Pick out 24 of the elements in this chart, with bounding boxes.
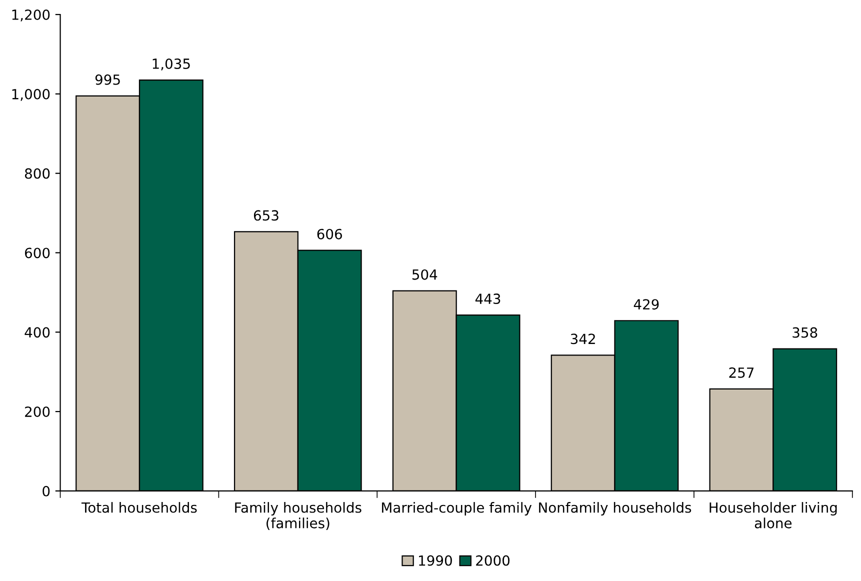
data-label: 653 <box>254 210 278 221</box>
data-label: 606 <box>317 228 342 240</box>
legend-label: 2000 <box>476 555 510 566</box>
x-tick-label: Householder living alone <box>710 502 837 528</box>
y-tick-label: 1,000 <box>12 88 50 101</box>
x-tick-label: Nonfamily households <box>539 502 692 516</box>
data-label: 342 <box>570 334 595 344</box>
data-label: 504 <box>412 269 438 280</box>
x-tick-label: Married-couple family <box>382 502 532 516</box>
legend-label: 1990 <box>419 555 452 566</box>
y-tick-label: 800 <box>24 168 50 179</box>
y-tick-label: 0 <box>42 486 50 496</box>
data-label: 429 <box>634 299 659 310</box>
y-tick-label: 600 <box>25 248 50 258</box>
data-label: 995 <box>95 74 120 85</box>
y-tick-label: 400 <box>24 327 50 338</box>
data-label: 1,035 <box>152 58 190 70</box>
data-label: 358 <box>792 327 818 338</box>
data-label: 443 <box>475 294 500 304</box>
x-tick-label: Total households <box>81 502 197 513</box>
data-label: 257 <box>729 367 754 378</box>
x-tick-label: Family households (families) <box>235 502 362 530</box>
y-tick-label: 200 <box>25 406 50 418</box>
y-tick-label: 1,200 <box>12 9 50 22</box>
